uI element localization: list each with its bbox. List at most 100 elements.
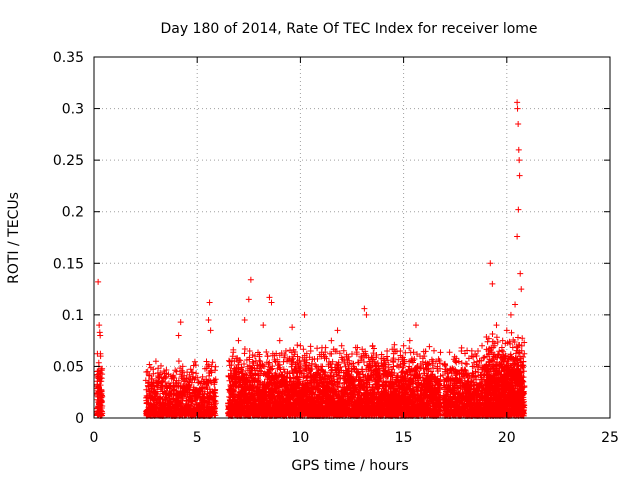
data-point — [179, 363, 186, 370]
data-point — [514, 99, 521, 106]
data-point — [361, 305, 368, 312]
y-tick-label: 0.35 — [53, 50, 84, 66]
x-tick-label: 20 — [498, 430, 516, 446]
data-point — [520, 394, 527, 401]
data-point — [406, 337, 413, 344]
data-point — [97, 399, 104, 406]
data-point — [452, 358, 459, 365]
roti-dense-scatter — [94, 329, 528, 419]
y-tick-label: 0.1 — [62, 308, 84, 324]
y-axis-ticks: 0 0.05 0.1 0.15 0.2 0.25 0.3 0.35 — [53, 50, 610, 427]
data-point — [175, 332, 182, 339]
data-point — [98, 394, 105, 401]
data-point — [266, 294, 273, 301]
data-point — [204, 386, 211, 393]
data-point — [431, 373, 438, 380]
data-point — [479, 342, 486, 349]
data-point — [518, 286, 525, 293]
data-point — [516, 172, 523, 179]
data-point — [227, 373, 234, 380]
data-point — [493, 322, 500, 329]
y-tick-label: 0.05 — [53, 359, 84, 375]
data-point — [441, 368, 448, 375]
x-tick-label: 25 — [601, 430, 619, 446]
x-axis-label: GPS time / hours — [291, 458, 408, 474]
data-point — [95, 278, 102, 285]
y-tick-label: 0.15 — [53, 256, 84, 272]
plot-frame — [93, 56, 611, 419]
data-point — [96, 389, 103, 396]
data-point — [390, 358, 397, 365]
data-point — [97, 332, 104, 339]
y-tick-label: 0 — [75, 411, 84, 427]
data-point — [183, 384, 190, 391]
data-point — [307, 347, 314, 354]
roti-cloud-path — [94, 329, 528, 419]
data-point — [190, 389, 197, 396]
x-tick-label: 10 — [291, 430, 309, 446]
data-point — [517, 270, 524, 277]
data-point — [512, 301, 519, 308]
data-point — [499, 337, 506, 344]
y-axis-label: ROTI / TECUs — [6, 192, 22, 284]
data-point — [334, 327, 341, 334]
x-axis-ticks: 0 5 10 15 20 25 — [90, 57, 619, 446]
data-point — [289, 324, 296, 331]
data-point — [96, 322, 103, 329]
data-point — [268, 299, 275, 306]
x-tick-label: 15 — [395, 430, 413, 446]
data-point — [400, 342, 407, 349]
data-point — [514, 233, 521, 240]
data-point — [276, 337, 283, 344]
data-point — [260, 322, 267, 329]
data-point — [515, 206, 522, 213]
data-point — [207, 327, 214, 334]
data-point — [328, 337, 335, 344]
data-point — [251, 353, 258, 360]
data-point — [355, 368, 362, 375]
data-point — [200, 378, 207, 385]
data-point — [177, 319, 184, 326]
data-point — [363, 311, 370, 318]
data-point — [163, 373, 170, 380]
data-point — [206, 299, 213, 306]
data-point — [384, 347, 391, 354]
data-point — [489, 280, 496, 287]
data-point — [245, 296, 252, 303]
data-point — [282, 347, 289, 354]
data-point — [412, 322, 419, 329]
data-point — [95, 373, 102, 380]
y-tick-label: 0.2 — [62, 205, 84, 221]
data-point — [152, 358, 159, 365]
data-point — [515, 121, 522, 128]
data-point — [97, 353, 104, 360]
chart-title: Day 180 of 2014, Rate Of TEC Index for r… — [160, 21, 537, 37]
data-point — [507, 311, 514, 318]
data-point — [516, 157, 523, 164]
data-point — [318, 363, 325, 370]
data-point — [173, 368, 180, 375]
data-point — [458, 347, 465, 354]
data-point — [338, 342, 345, 349]
data-point — [301, 311, 308, 318]
x-tick-label: 5 — [193, 430, 202, 446]
y-tick-label: 0.25 — [53, 153, 84, 169]
data-point — [503, 327, 510, 334]
data-point — [208, 363, 215, 370]
data-point — [379, 363, 386, 370]
data-point — [241, 317, 248, 324]
data-point — [369, 342, 376, 349]
data-point — [349, 351, 355, 358]
data-point — [297, 342, 304, 349]
data-point — [148, 384, 155, 391]
data-point — [157, 394, 164, 401]
data-point — [468, 353, 475, 360]
data-point — [205, 317, 212, 324]
data-point — [194, 394, 201, 401]
y-tick-label: 0.3 — [62, 102, 84, 118]
x-tick-label: 0 — [90, 430, 99, 446]
roti-points — [95, 99, 527, 406]
data-point — [515, 146, 522, 153]
data-point — [231, 358, 238, 365]
